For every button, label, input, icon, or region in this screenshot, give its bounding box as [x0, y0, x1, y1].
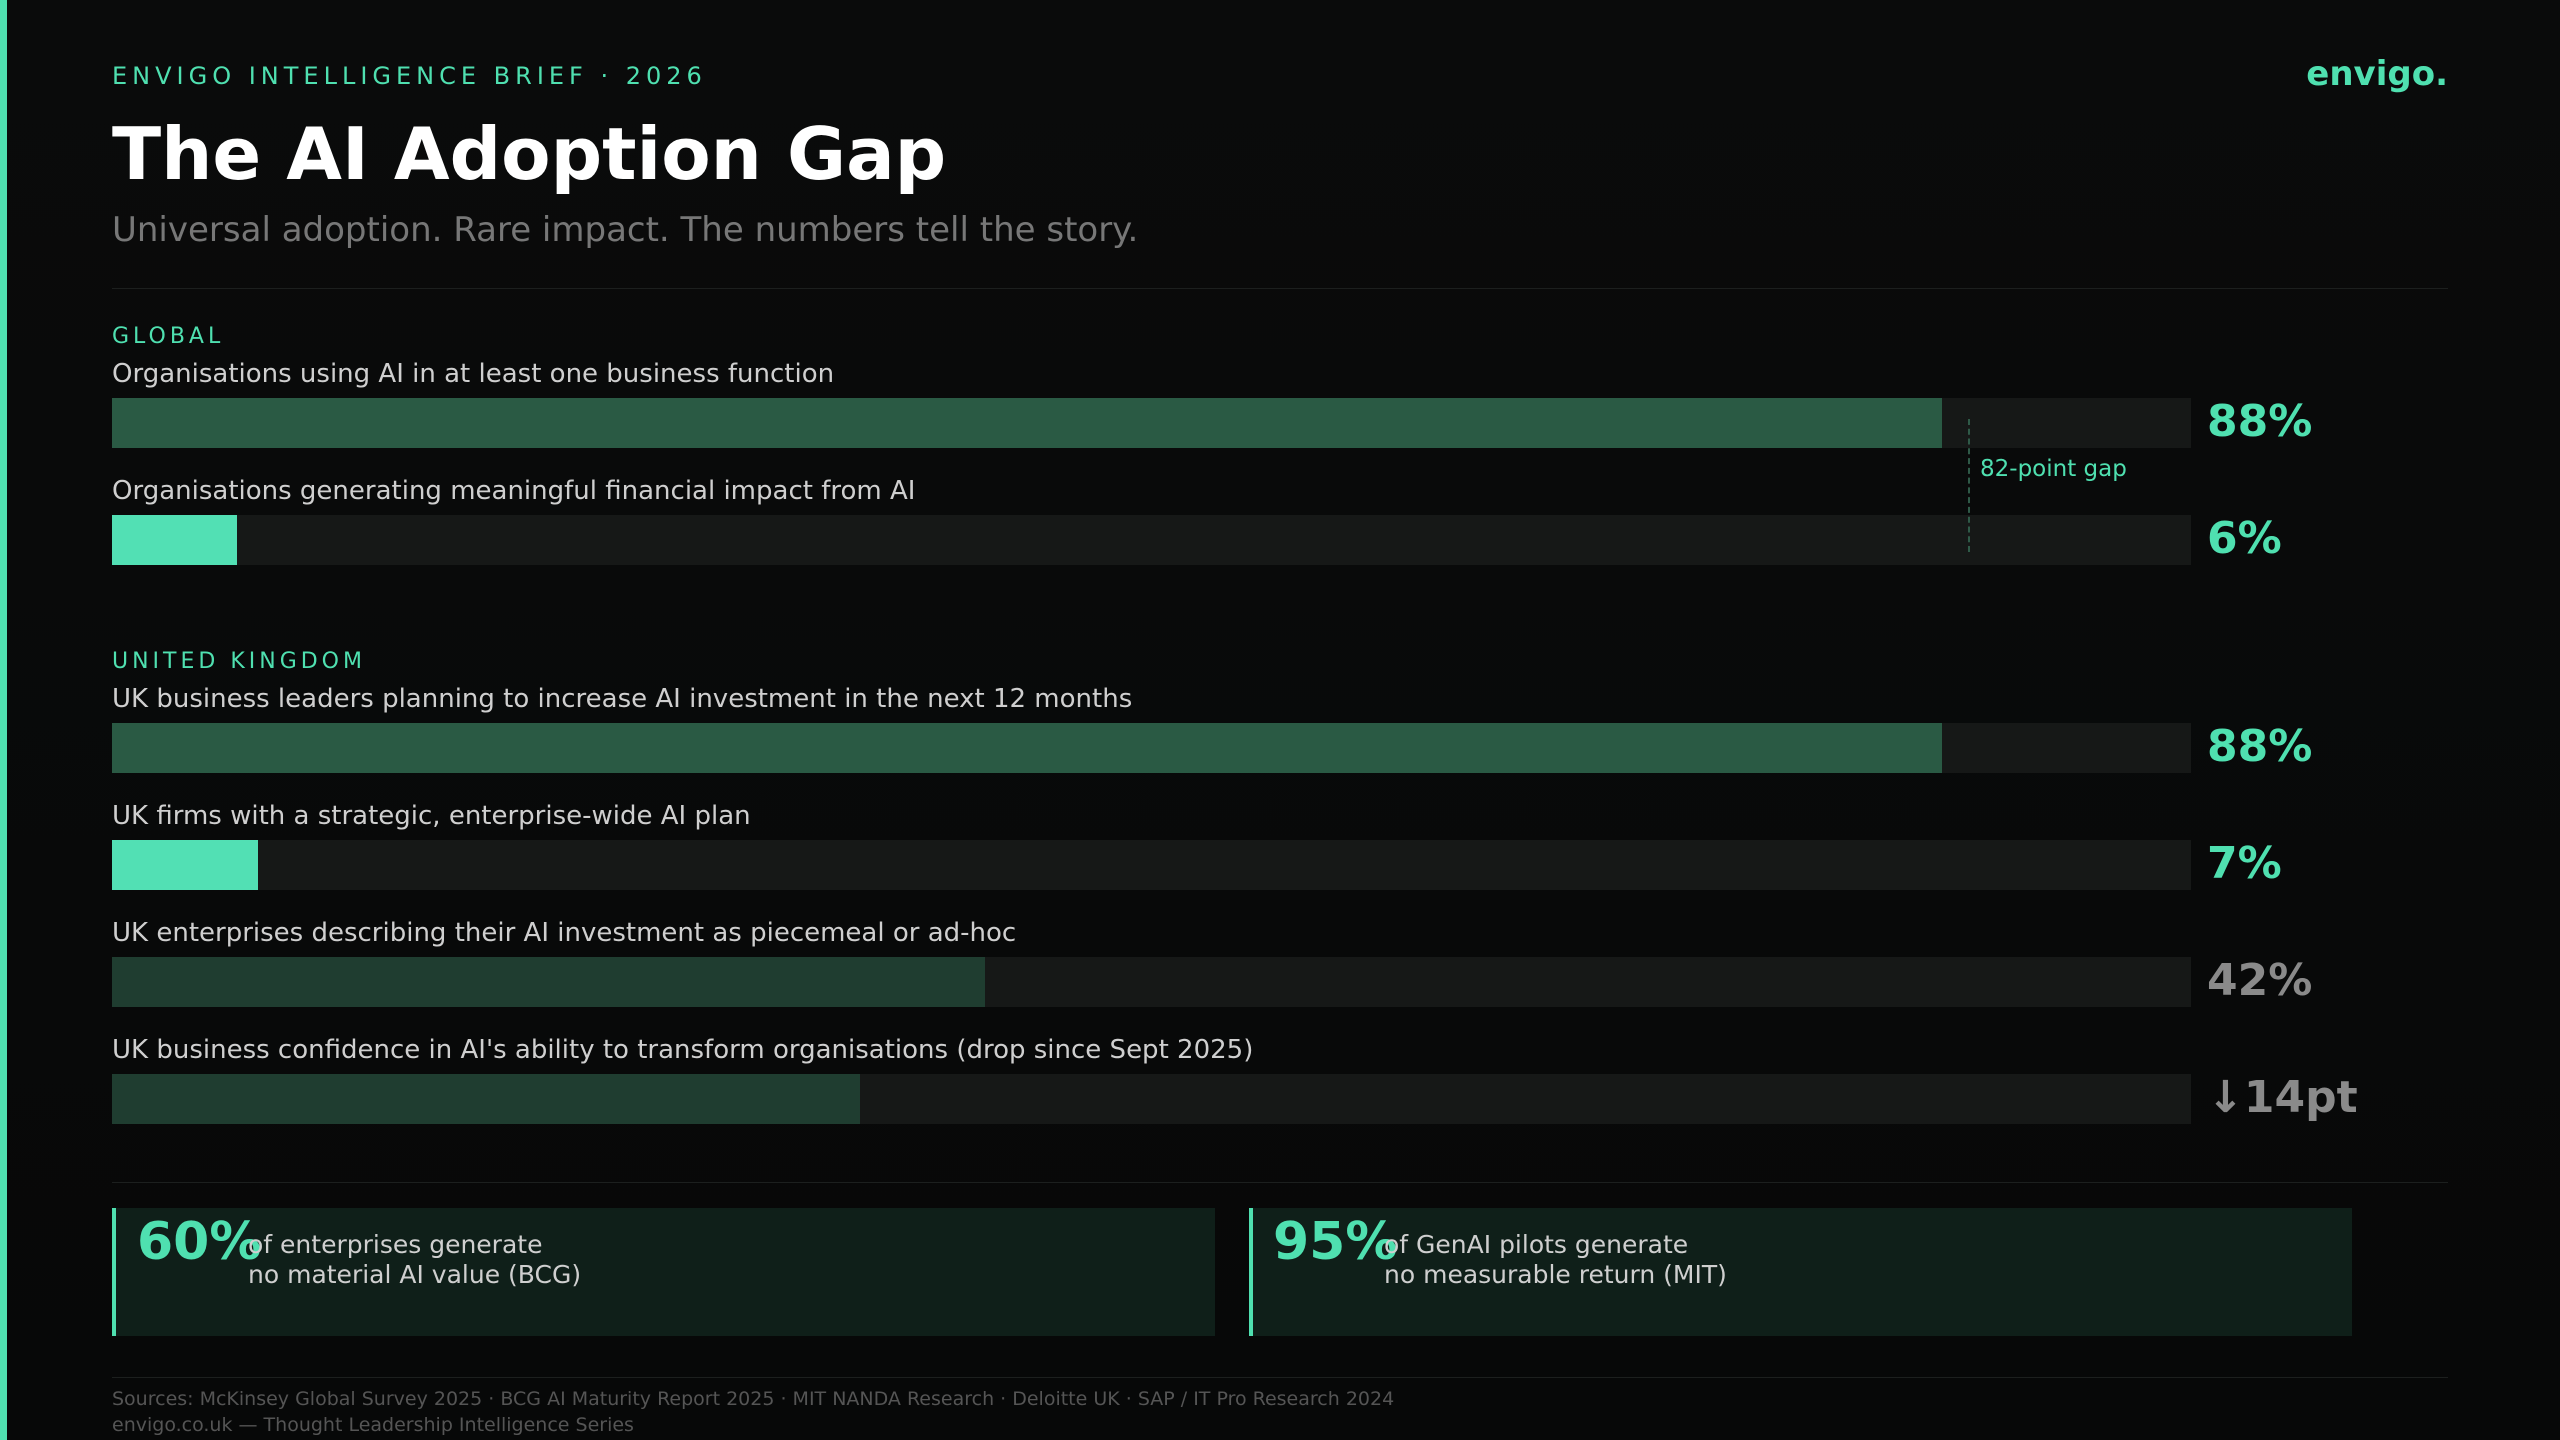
callout-box	[1249, 1208, 2352, 1336]
section-label: GLOBAL	[112, 324, 225, 349]
section-label: UNITED KINGDOM	[112, 649, 366, 674]
callout-text: of enterprises generate no material AI va…	[248, 1230, 581, 1290]
value-label: 88%	[2207, 396, 2313, 447]
bar	[112, 840, 258, 890]
bar	[112, 398, 1942, 448]
bar	[112, 723, 1942, 773]
gap-annotation: 82-point gap	[1980, 456, 2127, 482]
bar	[112, 515, 237, 565]
bar	[112, 1074, 861, 1124]
logo: envigo.	[2306, 54, 2448, 94]
sources: Sources: McKinsey Global Survey 2025 · B…	[112, 1388, 1395, 1410]
title: The AI Adoption Gap	[112, 112, 947, 196]
line: of enterprises generate	[248, 1230, 543, 1259]
bar-label: UK business confidence in AI's ability t…	[112, 1035, 1254, 1065]
subtitle: Universal adoption. Rare impact. The num…	[112, 210, 1139, 250]
value-label: ↓14pt	[2207, 1072, 2358, 1123]
divider	[112, 288, 2448, 289]
credit: envigo.co.uk — Thought Leadership Intell…	[112, 1414, 634, 1436]
value-label: 6%	[2207, 513, 2282, 564]
callout-stat: 60%	[137, 1212, 262, 1272]
bar-label: UK enterprises describing their AI inves…	[112, 918, 1017, 948]
value-label: 42%	[2207, 955, 2313, 1006]
callout-box	[112, 1208, 1215, 1336]
gap-line	[1968, 419, 1970, 552]
bar-track	[112, 840, 2191, 890]
line: no material AI value (BCG)	[248, 1260, 582, 1289]
bar-label: UK firms with a strategic, enterprise-wi…	[112, 801, 751, 831]
bar-label: Organisations generating meaningful fina…	[112, 476, 916, 506]
accent-stripe	[0, 0, 7, 1440]
bar-track	[112, 515, 2191, 565]
eyebrow: ENVIGO INTELLIGENCE BRIEF · 2026	[112, 62, 707, 90]
callout-stat: 95%	[1273, 1212, 1398, 1272]
bar-label: Organisations using AI in at least one b…	[112, 359, 835, 389]
line: of GenAI pilots generate	[1384, 1230, 1689, 1259]
value-label: 88%	[2207, 721, 2313, 772]
divider	[112, 1377, 2448, 1378]
line: no measurable return (MIT)	[1384, 1260, 1727, 1289]
callout-text: of GenAI pilots generate no measurable re…	[1384, 1230, 1727, 1290]
bar-label: UK business leaders planning to increase…	[112, 684, 1133, 714]
value-label: 7%	[2207, 838, 2282, 889]
bar	[112, 957, 986, 1007]
divider	[112, 1182, 2448, 1183]
